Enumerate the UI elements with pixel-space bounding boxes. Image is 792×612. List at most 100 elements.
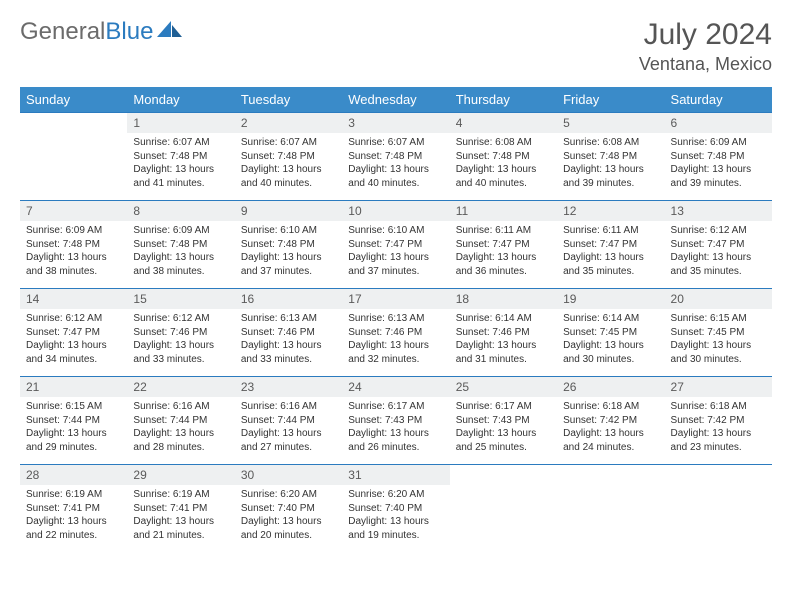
day-number: 27 xyxy=(665,377,772,397)
day-content: Sunrise: 6:12 AMSunset: 7:46 PMDaylight:… xyxy=(127,309,234,372)
day-number: 25 xyxy=(450,377,557,397)
brand-sail-icon xyxy=(157,18,183,46)
day-content: Sunrise: 6:09 AMSunset: 7:48 PMDaylight:… xyxy=(127,221,234,284)
calendar-cell: 6Sunrise: 6:09 AMSunset: 7:48 PMDaylight… xyxy=(665,113,772,201)
calendar-cell: 12Sunrise: 6:11 AMSunset: 7:47 PMDayligh… xyxy=(557,201,664,289)
day-content: Sunrise: 6:09 AMSunset: 7:48 PMDaylight:… xyxy=(20,221,127,284)
day-content: Sunrise: 6:07 AMSunset: 7:48 PMDaylight:… xyxy=(127,133,234,196)
day-number: 11 xyxy=(450,201,557,221)
calendar-week-row: 7Sunrise: 6:09 AMSunset: 7:48 PMDaylight… xyxy=(20,201,772,289)
day-number: 14 xyxy=(20,289,127,309)
page-header: GeneralBlue July 2024 Ventana, Mexico xyxy=(20,18,772,75)
weekday-header: Tuesday xyxy=(235,87,342,113)
day-number: 17 xyxy=(342,289,449,309)
day-content: Sunrise: 6:14 AMSunset: 7:45 PMDaylight:… xyxy=(557,309,664,372)
calendar-cell: 4Sunrise: 6:08 AMSunset: 7:48 PMDaylight… xyxy=(450,113,557,201)
day-number: 20 xyxy=(665,289,772,309)
calendar-cell: 15Sunrise: 6:12 AMSunset: 7:46 PMDayligh… xyxy=(127,289,234,377)
calendar-week-row: 28Sunrise: 6:19 AMSunset: 7:41 PMDayligh… xyxy=(20,465,772,553)
day-content: Sunrise: 6:10 AMSunset: 7:48 PMDaylight:… xyxy=(235,221,342,284)
calendar-cell: 24Sunrise: 6:17 AMSunset: 7:43 PMDayligh… xyxy=(342,377,449,465)
day-content: Sunrise: 6:12 AMSunset: 7:47 PMDaylight:… xyxy=(665,221,772,284)
day-content: Sunrise: 6:11 AMSunset: 7:47 PMDaylight:… xyxy=(450,221,557,284)
day-content: Sunrise: 6:13 AMSunset: 7:46 PMDaylight:… xyxy=(235,309,342,372)
calendar-cell: 11Sunrise: 6:11 AMSunset: 7:47 PMDayligh… xyxy=(450,201,557,289)
brand-part1: General xyxy=(20,18,105,46)
calendar-cell: 1Sunrise: 6:07 AMSunset: 7:48 PMDaylight… xyxy=(127,113,234,201)
calendar-week-row: 1Sunrise: 6:07 AMSunset: 7:48 PMDaylight… xyxy=(20,113,772,201)
day-content: Sunrise: 6:10 AMSunset: 7:47 PMDaylight:… xyxy=(342,221,449,284)
day-number: 22 xyxy=(127,377,234,397)
calendar-cell: 14Sunrise: 6:12 AMSunset: 7:47 PMDayligh… xyxy=(20,289,127,377)
day-number: 4 xyxy=(450,113,557,133)
calendar-cell: 26Sunrise: 6:18 AMSunset: 7:42 PMDayligh… xyxy=(557,377,664,465)
calendar-week-row: 21Sunrise: 6:15 AMSunset: 7:44 PMDayligh… xyxy=(20,377,772,465)
day-number: 24 xyxy=(342,377,449,397)
day-number: 19 xyxy=(557,289,664,309)
calendar-body: 1Sunrise: 6:07 AMSunset: 7:48 PMDaylight… xyxy=(20,113,772,553)
weekday-header: Wednesday xyxy=(342,87,449,113)
calendar-cell: 20Sunrise: 6:15 AMSunset: 7:45 PMDayligh… xyxy=(665,289,772,377)
day-number: 15 xyxy=(127,289,234,309)
calendar-cell: 7Sunrise: 6:09 AMSunset: 7:48 PMDaylight… xyxy=(20,201,127,289)
calendar-cell: 22Sunrise: 6:16 AMSunset: 7:44 PMDayligh… xyxy=(127,377,234,465)
day-number: 30 xyxy=(235,465,342,485)
calendar-cell: 8Sunrise: 6:09 AMSunset: 7:48 PMDaylight… xyxy=(127,201,234,289)
day-number: 8 xyxy=(127,201,234,221)
day-number: 16 xyxy=(235,289,342,309)
calendar-cell xyxy=(20,113,127,201)
calendar-cell xyxy=(557,465,664,553)
day-number: 18 xyxy=(450,289,557,309)
day-content: Sunrise: 6:15 AMSunset: 7:44 PMDaylight:… xyxy=(20,397,127,460)
day-number: 28 xyxy=(20,465,127,485)
calendar-cell xyxy=(665,465,772,553)
day-content: Sunrise: 6:08 AMSunset: 7:48 PMDaylight:… xyxy=(450,133,557,196)
calendar-cell: 31Sunrise: 6:20 AMSunset: 7:40 PMDayligh… xyxy=(342,465,449,553)
day-number: 13 xyxy=(665,201,772,221)
day-content: Sunrise: 6:07 AMSunset: 7:48 PMDaylight:… xyxy=(342,133,449,196)
weekday-header: Saturday xyxy=(665,87,772,113)
day-content: Sunrise: 6:18 AMSunset: 7:42 PMDaylight:… xyxy=(557,397,664,460)
calendar-header-row: SundayMondayTuesdayWednesdayThursdayFrid… xyxy=(20,87,772,113)
calendar-cell: 2Sunrise: 6:07 AMSunset: 7:48 PMDaylight… xyxy=(235,113,342,201)
day-content: Sunrise: 6:16 AMSunset: 7:44 PMDaylight:… xyxy=(235,397,342,460)
day-number: 2 xyxy=(235,113,342,133)
weekday-header: Monday xyxy=(127,87,234,113)
weekday-header: Sunday xyxy=(20,87,127,113)
weekday-header: Thursday xyxy=(450,87,557,113)
day-number: 5 xyxy=(557,113,664,133)
day-content: Sunrise: 6:09 AMSunset: 7:48 PMDaylight:… xyxy=(665,133,772,196)
day-number: 21 xyxy=(20,377,127,397)
calendar-cell: 30Sunrise: 6:20 AMSunset: 7:40 PMDayligh… xyxy=(235,465,342,553)
calendar-cell: 28Sunrise: 6:19 AMSunset: 7:41 PMDayligh… xyxy=(20,465,127,553)
day-number: 6 xyxy=(665,113,772,133)
calendar-cell: 23Sunrise: 6:16 AMSunset: 7:44 PMDayligh… xyxy=(235,377,342,465)
day-content: Sunrise: 6:19 AMSunset: 7:41 PMDaylight:… xyxy=(127,485,234,548)
calendar-cell: 17Sunrise: 6:13 AMSunset: 7:46 PMDayligh… xyxy=(342,289,449,377)
day-content: Sunrise: 6:14 AMSunset: 7:46 PMDaylight:… xyxy=(450,309,557,372)
location-label: Ventana, Mexico xyxy=(639,54,772,75)
calendar-cell: 16Sunrise: 6:13 AMSunset: 7:46 PMDayligh… xyxy=(235,289,342,377)
day-number: 3 xyxy=(342,113,449,133)
calendar-cell xyxy=(450,465,557,553)
day-content: Sunrise: 6:07 AMSunset: 7:48 PMDaylight:… xyxy=(235,133,342,196)
day-number: 9 xyxy=(235,201,342,221)
calendar-week-row: 14Sunrise: 6:12 AMSunset: 7:47 PMDayligh… xyxy=(20,289,772,377)
day-content: Sunrise: 6:19 AMSunset: 7:41 PMDaylight:… xyxy=(20,485,127,548)
day-content: Sunrise: 6:18 AMSunset: 7:42 PMDaylight:… xyxy=(665,397,772,460)
day-number: 12 xyxy=(557,201,664,221)
day-content: Sunrise: 6:17 AMSunset: 7:43 PMDaylight:… xyxy=(450,397,557,460)
calendar-cell: 19Sunrise: 6:14 AMSunset: 7:45 PMDayligh… xyxy=(557,289,664,377)
calendar-cell: 3Sunrise: 6:07 AMSunset: 7:48 PMDaylight… xyxy=(342,113,449,201)
brand-logo: GeneralBlue xyxy=(20,18,183,46)
day-content: Sunrise: 6:17 AMSunset: 7:43 PMDaylight:… xyxy=(342,397,449,460)
day-content: Sunrise: 6:20 AMSunset: 7:40 PMDaylight:… xyxy=(342,485,449,548)
day-number: 10 xyxy=(342,201,449,221)
weekday-header: Friday xyxy=(557,87,664,113)
day-number: 23 xyxy=(235,377,342,397)
calendar-cell: 5Sunrise: 6:08 AMSunset: 7:48 PMDaylight… xyxy=(557,113,664,201)
day-content: Sunrise: 6:16 AMSunset: 7:44 PMDaylight:… xyxy=(127,397,234,460)
day-number: 31 xyxy=(342,465,449,485)
calendar-cell: 25Sunrise: 6:17 AMSunset: 7:43 PMDayligh… xyxy=(450,377,557,465)
day-number: 26 xyxy=(557,377,664,397)
